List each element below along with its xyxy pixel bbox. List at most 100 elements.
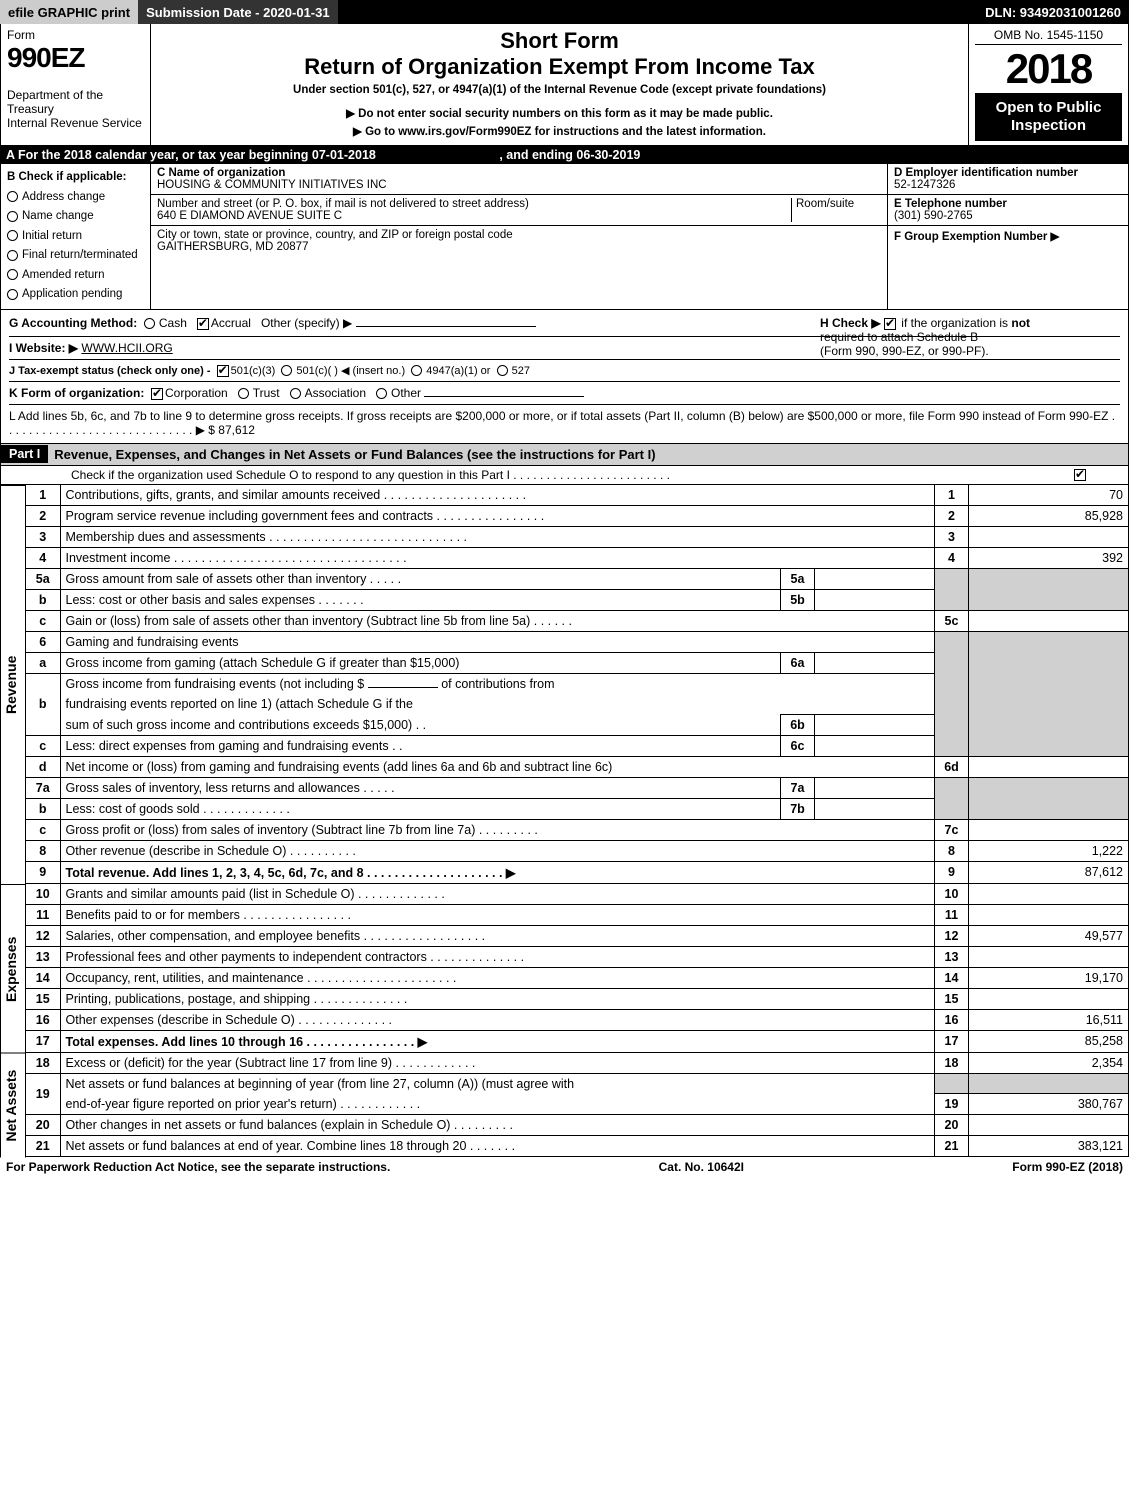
k-corp: Corporation	[165, 386, 228, 400]
l7b-sn: 7b	[781, 798, 815, 819]
section-b-header: B Check if applicable:	[7, 168, 144, 188]
k-other-radio[interactable]	[376, 388, 387, 399]
l1-amt: 70	[969, 485, 1129, 506]
l11-num: 11	[26, 904, 60, 925]
l8-rn: 8	[935, 840, 969, 861]
l2-desc: Program service revenue including govern…	[60, 505, 935, 526]
l11-desc: Benefits paid to or for members . . . . …	[60, 904, 935, 925]
l5a-sn: 5a	[781, 568, 815, 589]
l6d-desc: Net income or (loss) from gaming and fun…	[60, 756, 935, 777]
l1-desc: Contributions, gifts, grants, and simila…	[60, 485, 935, 506]
part-i-checkbox[interactable]	[1074, 469, 1086, 481]
expenses-section: Expenses 10Grants and similar amounts pa…	[0, 884, 1129, 1053]
period-strip: A For the 2018 calendar year, or tax yea…	[0, 146, 1129, 164]
h-checkbox[interactable]	[884, 318, 896, 330]
l9-num: 9	[26, 861, 60, 883]
form-header: Form 990EZ Department of the Treasury In…	[0, 24, 1129, 146]
l6b-amount-input[interactable]	[368, 687, 438, 688]
j-501c-radio[interactable]	[281, 365, 292, 376]
j-527-radio[interactable]	[497, 365, 508, 376]
omb-number: OMB No. 1545-1150	[975, 28, 1122, 45]
header-left: Form 990EZ Department of the Treasury In…	[1, 24, 151, 145]
g-other-label: Other (specify) ▶	[261, 316, 352, 330]
l7a-sn: 7a	[781, 777, 815, 798]
l6d-rn: 6d	[935, 756, 969, 777]
dln-label: DLN: 93492031001260	[977, 0, 1129, 24]
l2-rn: 2	[935, 505, 969, 526]
l7c-amt	[969, 819, 1129, 840]
l6b-sn: 6b	[781, 714, 815, 735]
l16-num: 16	[26, 1009, 60, 1030]
j-opt1: 501(c)(3)	[231, 365, 276, 377]
l2-amt: 85,928	[969, 505, 1129, 526]
l8-amt: 1,222	[969, 840, 1129, 861]
g-accrual-check[interactable]	[197, 318, 209, 330]
expenses-side-label: Expenses	[0, 884, 26, 1053]
l10-desc: Grants and similar amounts paid (list in…	[60, 884, 935, 905]
l17-desc: Total expenses. Add lines 10 through 16 …	[60, 1030, 935, 1052]
l21-desc: Net assets or fund balances at end of ye…	[60, 1136, 935, 1157]
l12-desc: Salaries, other compensation, and employ…	[60, 925, 935, 946]
org-name-label: C Name of organization	[157, 167, 285, 179]
l5c-desc: Gain or (loss) from sale of assets other…	[60, 610, 935, 631]
l5b-desc: Less: cost or other basis and sales expe…	[60, 589, 781, 610]
j-501c3-check[interactable]	[217, 365, 229, 377]
efile-print-label[interactable]: efile GRAPHIC print	[0, 0, 138, 24]
revenue-table: 1Contributions, gifts, grants, and simil…	[26, 485, 1129, 884]
tel-value: (301) 590-2765	[894, 210, 973, 222]
l6d-amt	[969, 756, 1129, 777]
dept-label: Department of the Treasury	[7, 88, 144, 116]
l6-rshade2	[969, 631, 1129, 756]
l9-desc: Total revenue. Add lines 1, 2, 3, 4, 5c,…	[60, 861, 935, 883]
org-city: GAITHERSBURG, MD 20877	[157, 241, 308, 253]
website-value[interactable]: WWW.HCII.ORG	[81, 341, 172, 355]
l20-desc: Other changes in net assets or fund bala…	[60, 1115, 935, 1136]
chk-final-return[interactable]: Final return/terminated	[7, 246, 144, 266]
l16-desc: Other expenses (describe in Schedule O) …	[60, 1009, 935, 1030]
l13-amt	[969, 946, 1129, 967]
l5b-sn: 5b	[781, 589, 815, 610]
l19-rn: 19	[935, 1094, 969, 1115]
net-assets-table: 18Excess or (deficit) for the year (Subt…	[26, 1053, 1129, 1158]
chk-name-change[interactable]: Name change	[7, 207, 144, 227]
g-cash-radio[interactable]	[144, 318, 155, 329]
l1-rn: 1	[935, 485, 969, 506]
l5a-samt	[815, 568, 935, 589]
g-other-input[interactable]	[356, 326, 536, 327]
l6d-num: d	[26, 756, 60, 777]
l19-amt: 380,767	[969, 1094, 1129, 1115]
section-h: H Check ▶ if the organization is not req…	[820, 316, 1120, 358]
chk-address-change[interactable]: Address change	[7, 188, 144, 208]
chk-amended-return[interactable]: Amended return	[7, 266, 144, 286]
l5c-amt	[969, 610, 1129, 631]
l4-desc: Investment income . . . . . . . . . . . …	[60, 547, 935, 568]
k-assoc-radio[interactable]	[290, 388, 301, 399]
l5c-rn: 5c	[935, 610, 969, 631]
k-label: K Form of organization:	[9, 386, 144, 400]
l14-amt: 19,170	[969, 967, 1129, 988]
k-corp-check[interactable]	[151, 388, 163, 400]
h-text3: (Form 990, 990-EZ, or 990-PF).	[820, 344, 989, 358]
g-label: G Accounting Method:	[9, 316, 137, 330]
submission-date: Submission Date - 2020-01-31	[138, 0, 338, 24]
l20-rn: 20	[935, 1115, 969, 1136]
l13-num: 13	[26, 946, 60, 967]
l3-desc: Membership dues and assessments . . . . …	[60, 526, 935, 547]
l8-desc: Other revenue (describe in Schedule O) .…	[60, 840, 935, 861]
l19-rshade	[935, 1073, 969, 1094]
part-i-header: Part I Revenue, Expenses, and Changes in…	[0, 444, 1129, 466]
goto-link[interactable]: ▶ Go to www.irs.gov/Form990EZ for instru…	[157, 124, 962, 138]
chk-application-pending[interactable]: Application pending	[7, 285, 144, 305]
l10-num: 10	[26, 884, 60, 905]
l5a-num: 5a	[26, 568, 60, 589]
k-other-input[interactable]	[424, 396, 584, 397]
j-4947-radio[interactable]	[411, 365, 422, 376]
l5ab-rshade	[935, 568, 969, 610]
l18-num: 18	[26, 1053, 60, 1074]
irs-label: Internal Revenue Service	[7, 116, 144, 130]
tax-year: 2018	[975, 45, 1122, 93]
l6c-sn: 6c	[781, 735, 815, 756]
k-trust-radio[interactable]	[238, 388, 249, 399]
chk-initial-return[interactable]: Initial return	[7, 227, 144, 247]
l9-amt: 87,612	[969, 861, 1129, 883]
